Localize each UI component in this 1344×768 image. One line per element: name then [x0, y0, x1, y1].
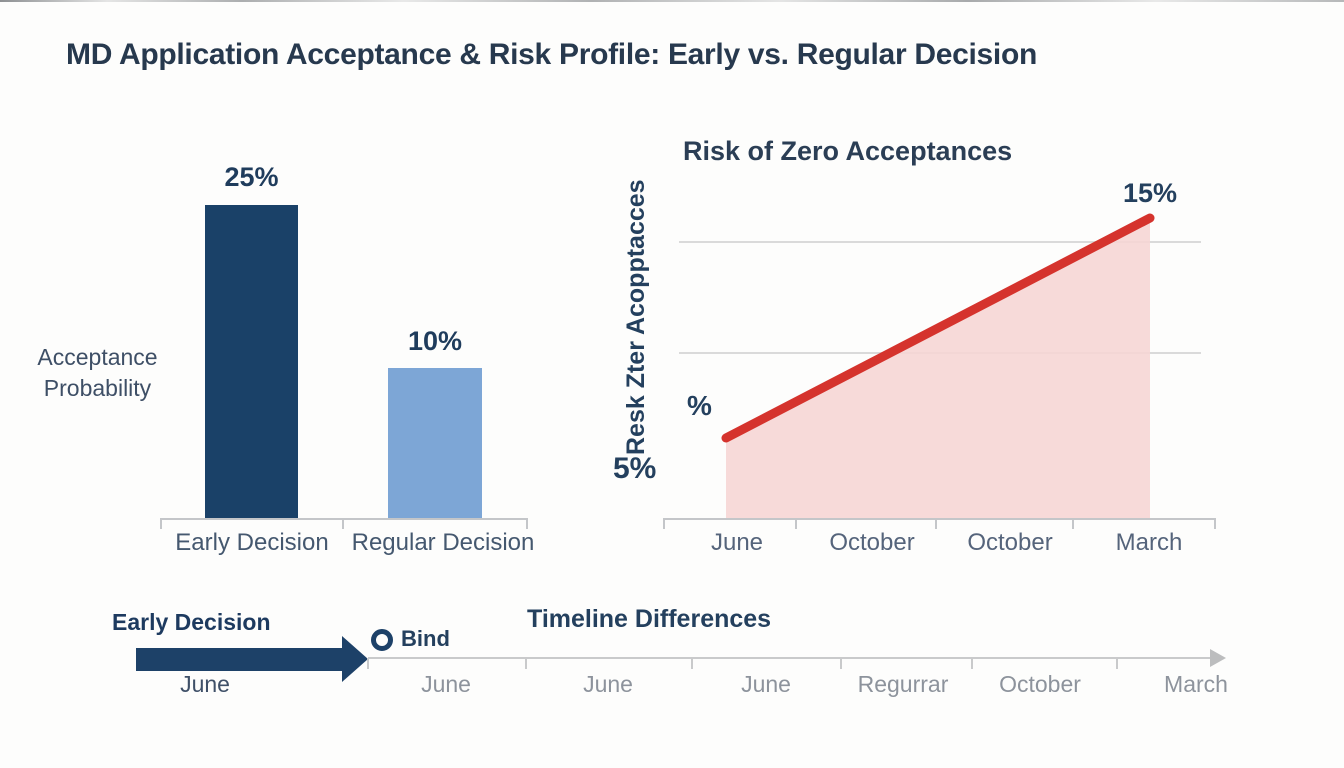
- y-axis-label-line1: Acceptance: [37, 344, 158, 370]
- axis-tick: [795, 520, 797, 529]
- risk-line-plot: [721, 213, 1155, 518]
- bar-early-decision: [205, 205, 298, 518]
- risk-area-fill: [726, 218, 1150, 518]
- axis-tick: [1072, 520, 1074, 529]
- timeline-tick: [971, 658, 973, 669]
- bar-chart-x-axis: [160, 518, 528, 529]
- bar-category-label-regular: Regular Decision: [351, 529, 535, 556]
- risk-chart-y-axis-tick: 5%: [613, 452, 657, 485]
- timeline-month-label: June: [180, 671, 230, 697]
- y-axis-label-line2: Probability: [43, 375, 152, 401]
- bind-marker-circle-icon: [371, 629, 393, 651]
- timeline-month-label: June: [741, 671, 791, 697]
- timeline-month-label: October: [999, 671, 1081, 697]
- risk-trend-line: [721, 213, 1155, 443]
- early-decision-arrow-head-icon: [342, 636, 368, 682]
- timeline-heading: Timeline Differences: [527, 605, 772, 633]
- early-decision-arrow-shaft: [136, 648, 342, 671]
- risk-x-tick-label: June: [710, 529, 764, 556]
- timeline-tick: [840, 658, 842, 669]
- timeline-month-label: Regurrar: [857, 671, 949, 697]
- risk-line-start-label: %: [687, 390, 712, 421]
- timeline-axis-line: [368, 657, 1210, 659]
- risk-chart-title: Risk of Zero Acceptances: [683, 136, 1013, 166]
- risk-x-tick-label: March: [1115, 529, 1183, 556]
- axis-tick: [663, 520, 665, 529]
- bind-marker-label: Bind: [401, 626, 450, 651]
- timeline-tick: [1116, 658, 1118, 669]
- bar-regular-decision: [388, 368, 482, 518]
- risk-chart-y-axis-label: Resk Zter Acopptacces: [622, 179, 650, 455]
- risk-x-tick-label: October: [967, 529, 1053, 556]
- risk-chart-x-axis: [663, 518, 1216, 529]
- timeline-month-label: June: [421, 671, 471, 697]
- timeline-month-label: June: [583, 671, 633, 697]
- timeline-tick: [691, 658, 693, 669]
- axis-tick: [1214, 520, 1216, 529]
- bar-category-label-early: Early Decision: [175, 529, 329, 556]
- axis-tick: [935, 520, 937, 529]
- top-edge-artifact: [0, 0, 1344, 2]
- gridline-upper: [679, 241, 1201, 243]
- timeline-month-label: March: [1164, 671, 1228, 697]
- page-title: MD Application Acceptance & Risk Profile…: [66, 38, 1037, 71]
- timeline-tick: [367, 658, 369, 669]
- timeline-tick: [525, 658, 527, 669]
- bar-value-label-early: 25%: [224, 162, 279, 192]
- axis-tick: [342, 520, 344, 529]
- risk-line-end-label: 15%: [1122, 178, 1178, 208]
- bar-chart-y-axis-label: Acceptance Probability: [15, 342, 180, 404]
- timeline-early-decision-label: Early Decision: [112, 609, 271, 635]
- risk-x-tick-label: October: [829, 529, 915, 556]
- bar-value-label-regular: 10%: [407, 326, 463, 356]
- axis-tick: [526, 520, 528, 529]
- axis-tick: [160, 520, 162, 529]
- timeline-arrowhead-icon: [1210, 649, 1226, 667]
